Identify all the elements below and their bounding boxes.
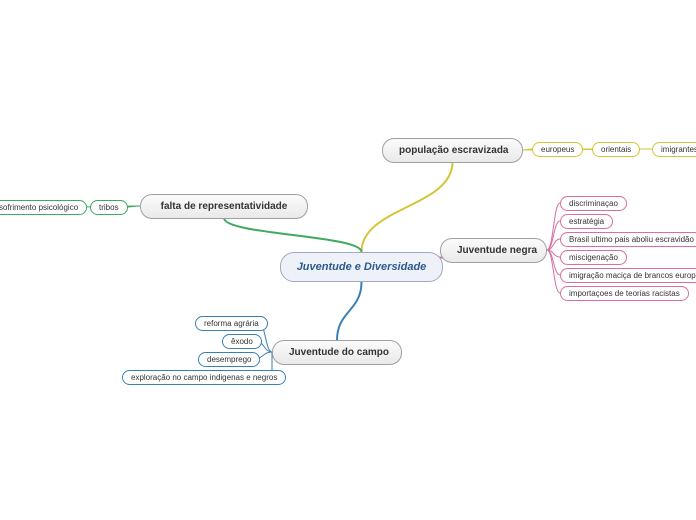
- leaf-label: imigração maciça de brancos europeus: [569, 271, 696, 280]
- leaf-label: êxodo: [231, 337, 253, 346]
- leaf-orientais: orientais: [592, 142, 640, 157]
- leaf-label: Brasil ultimo pais aboliu escravidão: [569, 235, 694, 244]
- branch-campo: Juventude do campo: [272, 340, 402, 365]
- leaf-import: importaçoes de teorias racistas: [560, 286, 689, 301]
- leaf-europeus: europeus: [532, 142, 583, 157]
- leaf-label: tribos: [99, 203, 119, 212]
- leaf-label: estratégia: [569, 217, 604, 226]
- leaf-label: importaçoes de teorias racistas: [569, 289, 680, 298]
- leaf-label: reforma agrária: [204, 319, 259, 328]
- branch-falta: falta de representatividade: [140, 194, 308, 219]
- leaf-label: miscigenação: [569, 253, 618, 262]
- leaf-exodo: êxodo: [222, 334, 262, 349]
- leaf-label: sofrimento psicológico: [0, 203, 78, 212]
- leaf-misc: miscigenação: [560, 250, 627, 265]
- leaf-sofrimento: sofrimento psicológico: [0, 200, 87, 215]
- branch-label: falta de representatividade: [161, 201, 288, 212]
- branch-label: Juventude do campo: [289, 347, 389, 358]
- leaf-label: orientais: [601, 145, 631, 154]
- leaf-reforma: reforma agrária: [195, 316, 268, 331]
- branch-pop: população escravizada: [382, 138, 523, 163]
- leaf-label: europeus: [541, 145, 574, 154]
- leaf-explor: exploração no campo indigenas e negros: [122, 370, 286, 385]
- root-node: Juventude e Diversidade: [280, 252, 443, 282]
- branch-label: Juventude negra: [457, 245, 537, 256]
- branch-label: população escravizada: [399, 145, 509, 156]
- leaf-label: exploração no campo indigenas e negros: [131, 373, 277, 382]
- leaf-tribos: tribos: [90, 200, 128, 215]
- leaf-estr: estratégia: [560, 214, 613, 229]
- leaf-desemp: desemprego: [198, 352, 260, 367]
- branch-negra: Juventude negra: [440, 238, 547, 263]
- leaf-label: imigrantes: [661, 145, 696, 154]
- leaf-label: discriminaçao: [569, 199, 618, 208]
- leaf-imigrantes: imigrantes: [652, 142, 696, 157]
- root-label: Juventude e Diversidade: [297, 261, 427, 273]
- leaf-imig: imigração maciça de brancos europeus: [560, 268, 696, 283]
- leaf-brasil: Brasil ultimo pais aboliu escravidão: [560, 232, 696, 247]
- leaf-disc: discriminaçao: [560, 196, 627, 211]
- leaf-label: desemprego: [207, 355, 251, 364]
